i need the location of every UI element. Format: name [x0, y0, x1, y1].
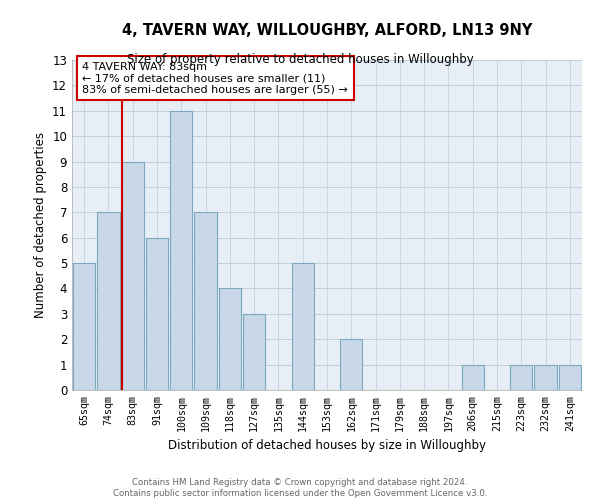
Bar — [292, 263, 314, 390]
Y-axis label: Number of detached properties: Number of detached properties — [34, 132, 47, 318]
Bar — [559, 364, 581, 390]
Text: 4 TAVERN WAY: 83sqm
← 17% of detached houses are smaller (11)
83% of semi-detach: 4 TAVERN WAY: 83sqm ← 17% of detached ho… — [82, 62, 348, 95]
Text: Contains HM Land Registry data © Crown copyright and database right 2024.
Contai: Contains HM Land Registry data © Crown c… — [113, 478, 487, 498]
Bar — [218, 288, 241, 390]
Bar — [170, 111, 193, 390]
Bar — [194, 212, 217, 390]
Bar — [535, 364, 557, 390]
Bar — [97, 212, 119, 390]
X-axis label: Distribution of detached houses by size in Willoughby: Distribution of detached houses by size … — [168, 439, 486, 452]
Bar — [510, 364, 532, 390]
Bar — [146, 238, 168, 390]
Text: Size of property relative to detached houses in Willoughby: Size of property relative to detached ho… — [127, 52, 473, 66]
Bar — [461, 364, 484, 390]
Bar — [122, 162, 144, 390]
Bar — [243, 314, 265, 390]
Bar — [340, 339, 362, 390]
Title: 4, TAVERN WAY, WILLOUGHBY, ALFORD, LN13 9NY: 4, TAVERN WAY, WILLOUGHBY, ALFORD, LN13 … — [122, 23, 532, 38]
Bar — [73, 263, 95, 390]
